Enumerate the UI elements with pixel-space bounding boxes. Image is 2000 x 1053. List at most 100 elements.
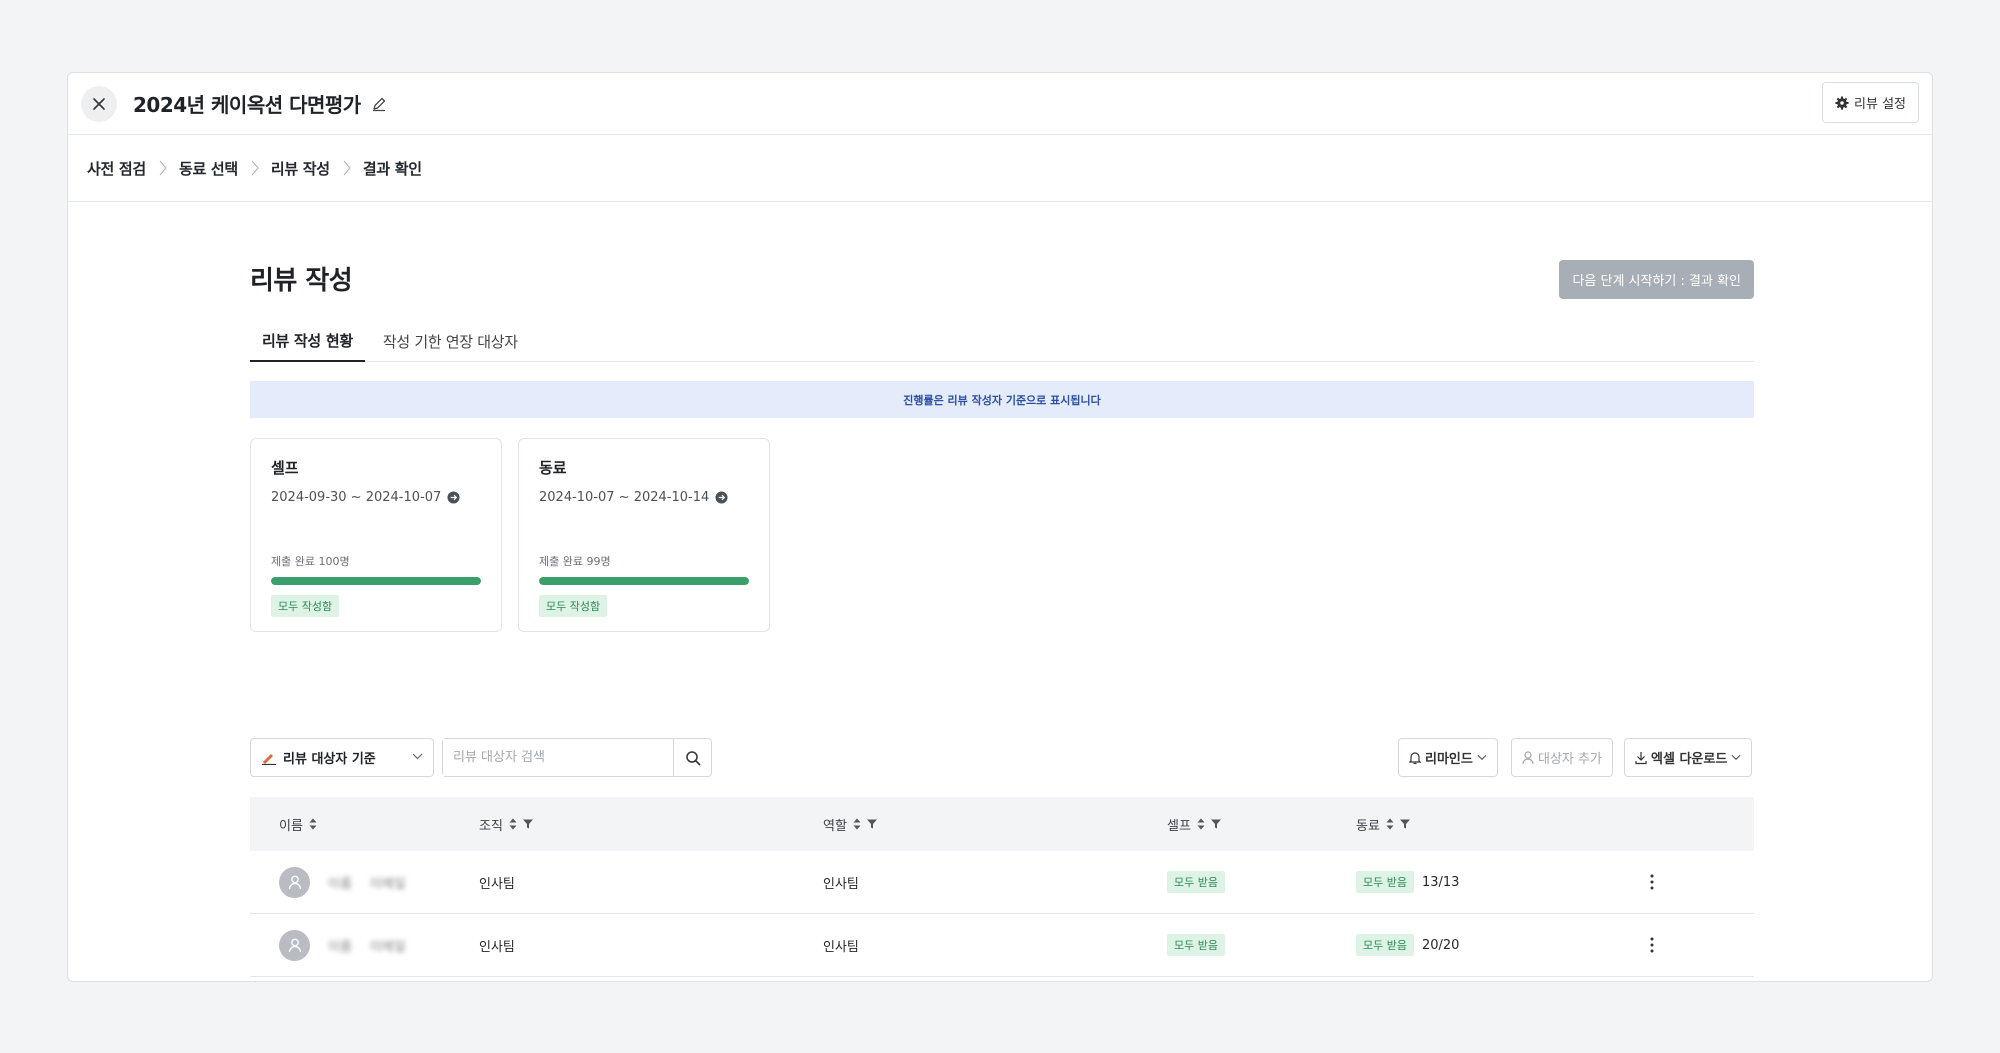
reviewee-name: 이름: [328, 876, 352, 892]
filter-select-value: 리뷰 대상자 기준: [283, 752, 376, 767]
step-precheck[interactable]: 사전 점검: [87, 159, 146, 178]
table-header: 이름 조직 역할 셀프: [250, 797, 1754, 851]
review-window: 2024년 케이옥션 다면평가 리뷰 설정 사전 점검 동료 선택 리뷰 작성 …: [67, 72, 1933, 982]
column-header-org[interactable]: 조직: [479, 815, 533, 834]
column-header-role[interactable]: 역할: [823, 815, 877, 834]
peer-status-badge: 모두 받음: [1356, 934, 1414, 956]
self-review-card: 셀프 2024-09-30 ~ 2024-10-07 제출 완료 100명 모두…: [250, 438, 502, 632]
column-header-self[interactable]: 셀프: [1167, 815, 1221, 834]
name-cell: 이름 이메일: [279, 851, 406, 913]
excel-download-button[interactable]: 엑셀 다운로드: [1624, 738, 1753, 777]
card-period: 2024-10-07 ~ 2024-10-14: [539, 490, 749, 505]
download-icon: [1635, 751, 1647, 764]
name-cell: 이름 이메일: [279, 914, 406, 976]
period-text: 2024-10-07 ~ 2024-10-14: [539, 490, 710, 505]
status-badge: 모두 작성함: [539, 595, 608, 617]
chevron-down-icon: [1477, 754, 1487, 761]
column-label: 이름: [279, 818, 303, 834]
peer-cell: 모두 받음 13/13: [1356, 851, 1459, 913]
next-step-button[interactable]: 다음 단계 시작하기 : 결과 확인: [1559, 260, 1754, 299]
filter-icon[interactable]: [522, 819, 533, 829]
tab-review-status[interactable]: 리뷰 작성 현황: [250, 321, 365, 362]
filter-icon[interactable]: [1210, 819, 1221, 829]
edit-title-button[interactable]: [371, 96, 387, 112]
role-cell: 인사팀: [823, 939, 859, 955]
column-header-name[interactable]: 이름: [279, 815, 317, 834]
reviewee-name: 이름: [328, 939, 352, 955]
chevron-right-icon: [159, 160, 167, 176]
self-cell: 모두 받음: [1167, 914, 1225, 976]
step-navigation: 사전 점검 동료 선택 리뷰 작성 결과 확인: [68, 135, 1932, 202]
avatar: [279, 866, 310, 898]
more-vertical-icon[interactable]: [1650, 874, 1654, 890]
search-icon: [685, 750, 700, 765]
review-table: 이름 조직 역할 셀프: [250, 797, 1754, 977]
review-settings-label: 리뷰 설정: [1854, 97, 1906, 112]
table-row[interactable]: 이름 이메일 인사팀 인사팀 모두 받음 모두 받음 13/13: [250, 851, 1754, 914]
chevron-right-icon: [251, 160, 259, 176]
card-title: 셀프: [271, 459, 299, 477]
sort-icon[interactable]: [309, 818, 317, 830]
peer-count: 13/13: [1421, 874, 1460, 890]
column-label: 동료: [1356, 818, 1380, 834]
close-icon: [93, 97, 105, 110]
review-settings-button[interactable]: 리뷰 설정: [1822, 82, 1919, 123]
close-button[interactable]: [81, 85, 117, 122]
remind-label: 리마인드: [1425, 752, 1473, 767]
sort-icon[interactable]: [509, 818, 517, 830]
table-toolbar: 리뷰 대상자 기준 리마인드 대상자 추가 엑셀 다운로드: [250, 738, 1754, 777]
filter-icon[interactable]: [1399, 819, 1410, 829]
reviewee-email: 이메일: [369, 939, 406, 955]
add-target-label: 대상자 추가: [1538, 752, 1602, 767]
search-input[interactable]: [443, 739, 673, 776]
self-cell: 모두 받음: [1167, 851, 1225, 913]
filter-icon[interactable]: [866, 819, 877, 829]
tab-deadline-extension[interactable]: 작성 기한 연장 대상자: [382, 332, 518, 351]
sort-icon[interactable]: [1197, 818, 1205, 830]
gear-icon: [1835, 95, 1849, 110]
search-button[interactable]: [673, 739, 711, 776]
bell-icon: [1409, 751, 1421, 764]
add-target-button[interactable]: 대상자 추가: [1511, 738, 1613, 777]
chevron-down-icon: [1731, 754, 1741, 761]
role-cell: 인사팀: [823, 876, 859, 892]
card-title: 동료: [539, 459, 567, 477]
arrow-circle-icon[interactable]: [447, 491, 460, 504]
tab-bar: 리뷰 작성 현황 작성 기한 연장 대상자: [250, 321, 1754, 362]
self-status-badge: 모두 받음: [1167, 871, 1225, 893]
peer-count: 20/20: [1421, 937, 1460, 953]
info-banner: 진행률은 리뷰 작성자 기준으로 표시됩니다: [250, 381, 1754, 418]
progress-bar: [539, 577, 749, 585]
progress-bar: [271, 577, 481, 585]
chevron-down-icon: [412, 753, 423, 760]
pen-icon: [262, 753, 276, 765]
user-icon: [288, 938, 301, 952]
search-box: [442, 738, 712, 777]
column-label: 역할: [823, 818, 847, 834]
row-menu[interactable]: [1650, 851, 1654, 913]
org-cell: 인사팀: [479, 876, 515, 892]
page-header-title: 2024년 케이옥션 다면평가: [133, 93, 361, 117]
card-status: 제출 완료 100명: [271, 555, 350, 568]
reviewee-email: 이메일: [369, 876, 406, 892]
period-text: 2024-09-30 ~ 2024-10-07: [271, 490, 442, 505]
sort-icon[interactable]: [1386, 818, 1394, 830]
row-menu[interactable]: [1650, 914, 1654, 976]
excel-download-label: 엑셀 다운로드: [1651, 752, 1728, 767]
step-peer-select[interactable]: 동료 선택: [178, 159, 238, 178]
table-row[interactable]: 이름 이메일 인사팀 인사팀 모두 받음 모두 받음 20/20: [250, 914, 1754, 977]
sort-icon[interactable]: [853, 818, 861, 830]
column-label: 조직: [479, 818, 503, 834]
step-review-write[interactable]: 리뷰 작성: [270, 159, 330, 178]
progress-fill: [271, 577, 481, 585]
step-results[interactable]: 결과 확인: [362, 159, 422, 178]
chevron-right-icon: [343, 160, 351, 176]
remind-button[interactable]: 리마인드: [1398, 738, 1498, 777]
org-cell: 인사팀: [479, 939, 515, 955]
card-status: 제출 완료 99명: [539, 555, 611, 568]
peer-cell: 모두 받음 20/20: [1356, 914, 1459, 976]
column-header-peer[interactable]: 동료: [1356, 815, 1410, 834]
filter-select[interactable]: 리뷰 대상자 기준: [250, 738, 434, 777]
more-vertical-icon[interactable]: [1650, 937, 1654, 953]
arrow-circle-icon[interactable]: [715, 491, 728, 504]
